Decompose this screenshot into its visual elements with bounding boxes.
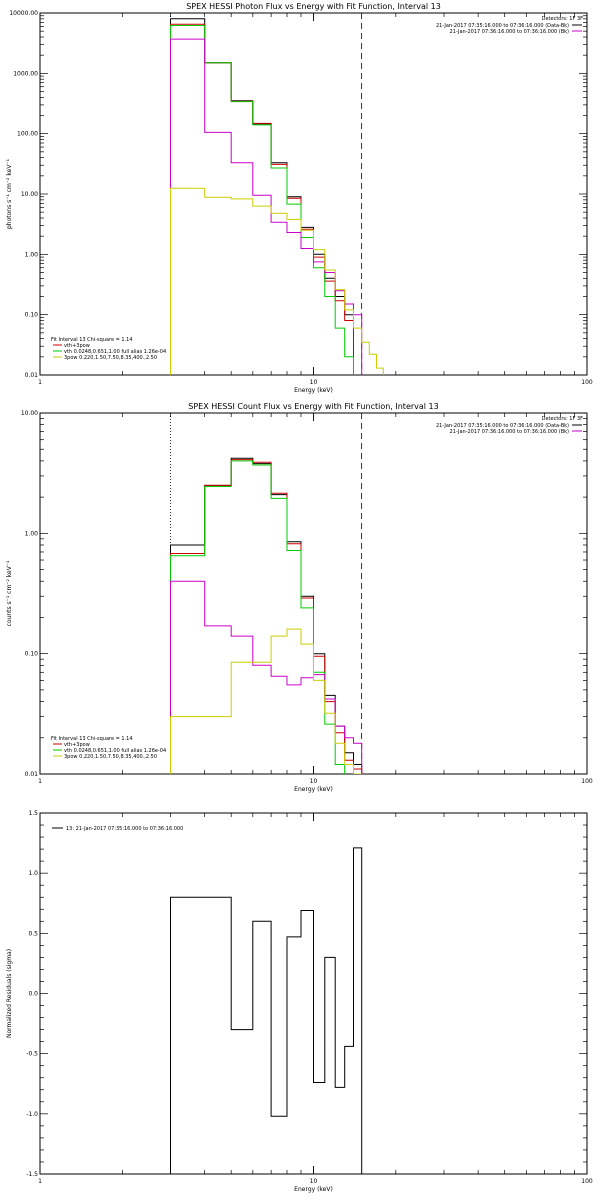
legend-bottom-title: Fit Interval 13 Chi-square = 1.14: [51, 337, 133, 343]
x-tick-label: 100: [581, 379, 593, 386]
series-line-vth-3pow: [170, 459, 363, 774]
y-tick-label: 1.0: [28, 870, 38, 877]
residuals-panel: 1 10 100 Energy (keV) -1.5 -1.0 -0.5 0.0 0.5 1.0 1…: [6, 810, 593, 1193]
y-tick-label: 1.5: [28, 810, 38, 817]
count-flux-panel: SPEX HESSI Count Flux vs Energy with Fit…: [6, 402, 593, 793]
x-tick-label: 10: [310, 1178, 318, 1185]
y-axis-label: photons s⁻¹ cm⁻² keV⁻¹: [6, 158, 13, 229]
series-line-bk: [170, 38, 363, 375]
photon-flux-panel: SPEX HESSI Photon Flux vs Energy with Fi…: [6, 2, 593, 394]
y-axis-label: counts s⁻¹ cm⁻² keV⁻¹: [6, 560, 13, 626]
chart-title: SPEX HESSI Photon Flux vs Energy with Fi…: [186, 2, 441, 11]
detectors-label: Detectors: 1F 3F: [542, 16, 583, 22]
legend-top-entry: 21-Jan-2017 07:35:16.000 to 07:36:16.000…: [436, 23, 569, 29]
legend-top-entry: 21-Jan-2017 07:36:16.000 to 07:36:16.000…: [450, 429, 570, 435]
x-tick-label: 1: [38, 778, 42, 785]
legend-bottom-entry: vth+3pow: [64, 343, 90, 349]
x-tick-label: 1: [38, 1178, 42, 1185]
y-tick-label: 1.00: [25, 251, 39, 258]
legend-bottom-entry: vth+3pow: [64, 742, 90, 748]
y-tick-label: 1.00: [25, 530, 39, 537]
y-tick-label: 10.00: [21, 410, 38, 417]
x-axis-label: Energy (keV): [294, 1186, 333, 1193]
series-line-3pow: [170, 628, 362, 774]
x-tick-label: 100: [581, 778, 593, 785]
plot-frame: [39, 12, 588, 376]
legend-bottom-entry: vth 0.0248,0.651,1.00 full alias 1.26e-0…: [64, 349, 166, 355]
series-group: [170, 847, 363, 1174]
series-group: [170, 18, 384, 375]
legend-top-entry: 21-Jan-2017 07:35:16.000 to 07:36:16.000…: [436, 423, 569, 429]
y-tick-label: 0.10: [25, 312, 39, 319]
y-tick-label: 0.0: [28, 991, 38, 998]
y-tick-label: -1.0: [26, 1111, 38, 1118]
y-tick-label: 10000.00: [9, 10, 38, 17]
legend-bottom-title: Fit Interval 13 Chi-square = 1.14: [51, 736, 133, 742]
x-tick-label: 1: [38, 379, 42, 386]
y-tick-label: 0.01: [25, 372, 39, 379]
y-tick-label: 0.5: [28, 930, 38, 937]
y-tick-label: 100.00: [17, 131, 38, 138]
plot-frame: [39, 412, 588, 775]
y-tick-label: 10.00: [21, 191, 38, 198]
y-tick-label: 0.01: [25, 771, 39, 778]
legend-top-entry: 21-Jan-2017 07:36:16.000 to 07:36:16.000…: [450, 29, 570, 35]
series-line-data-bk: [170, 18, 354, 375]
series-line-vth: [170, 460, 346, 774]
chart-title: SPEX HESSI Count Flux vs Energy with Fit…: [188, 402, 439, 411]
series-line-vth-3pow: [170, 23, 354, 375]
series-line-data-bk: [170, 457, 363, 774]
x-tick-label: 100: [581, 1178, 593, 1185]
series-line-3pow: [170, 187, 384, 375]
x-axis-label: Energy (keV): [294, 786, 333, 793]
series-group: [170, 457, 363, 774]
y-tick-label: 0.10: [25, 651, 39, 658]
legend-entry: 13: 21-Jan-2017 07:35:16.000 to 07:36:16…: [66, 826, 183, 832]
series-line-vth: [170, 25, 354, 375]
y-tick-label: 1000.00: [13, 70, 38, 77]
y-tick-label: -0.5: [26, 1051, 38, 1058]
x-tick-label: 10: [310, 778, 318, 785]
x-tick-label: 10: [310, 379, 318, 386]
y-tick-label: -1.5: [26, 1171, 38, 1178]
series-line-bk: [170, 580, 363, 774]
series-line-13-21-jan-2017-07-35-16-000-to-07-36-16-000: [170, 847, 363, 1174]
legend-bottom-entry: vth 0.0248,0.651,1.00 full alias 1.26e-0…: [64, 748, 166, 754]
y-axis-label: Normalized Residuals (sigma): [6, 949, 13, 1038]
x-axis-label: Energy (keV): [294, 387, 333, 394]
detectors-label: Detectors: 1F 3F: [542, 416, 583, 422]
legend-bottom-entry: 3pow 0.220,1.50,7.50,8.35,400.,2.50: [64, 355, 157, 361]
legend-bottom-entry: 3pow 0.220,1.50,7.50,8.35,400.,2.50: [64, 754, 157, 760]
